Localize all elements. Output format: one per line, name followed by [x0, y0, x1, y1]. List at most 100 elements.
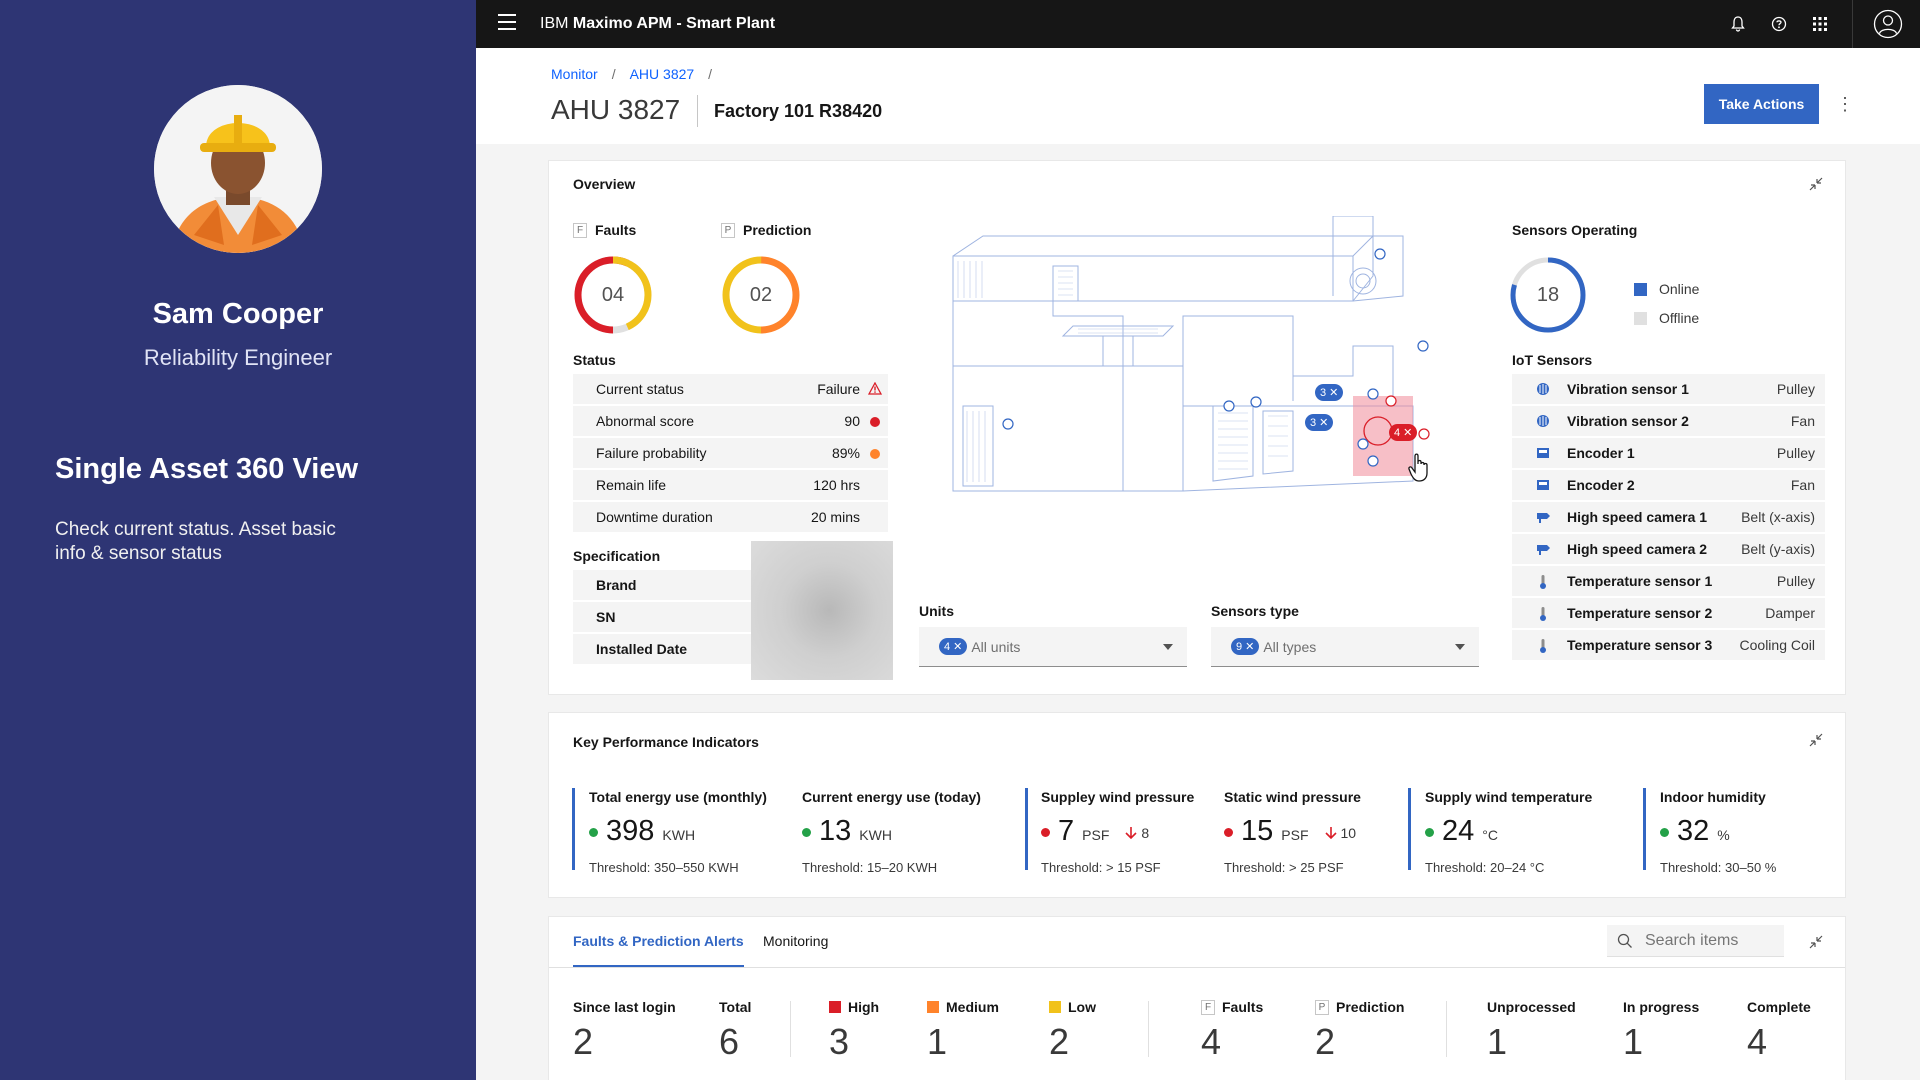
alert-stat: Low 2 [1049, 999, 1096, 1063]
sensors-type-chip-count: 9 [1236, 640, 1243, 653]
status-row: Downtime duration 20 mins [573, 502, 888, 532]
sensors-type-chip[interactable]: 9 ✕ [1231, 638, 1260, 655]
kpi-threshold: Threshold: 15–20 KWH [802, 860, 938, 875]
model-badge[interactable]: 3 ✕ [1305, 414, 1334, 431]
alert-stat: In progress 1 [1623, 999, 1699, 1063]
alert-stat: High 3 [829, 999, 879, 1063]
sensors-type-select[interactable]: 9 ✕ All types [1211, 627, 1479, 667]
persona-panel: Sam Cooper Reliability Engineer Single A… [0, 0, 476, 1080]
breadcrumb: Monitor / AHU 3827 / [551, 66, 712, 82]
legend-online-swatch [1634, 282, 1647, 296]
chevron-down-icon [1455, 644, 1465, 650]
severity-swatch [927, 1001, 939, 1013]
iot-sensor-row[interactable]: Encoder 1 Pulley [1512, 438, 1825, 468]
help-icon[interactable] [1767, 12, 1791, 36]
status-key: Downtime duration [596, 509, 713, 525]
thermometer-icon [1536, 638, 1550, 653]
iot-sensor-row[interactable]: Vibration sensor 2 Fan [1512, 406, 1825, 436]
status-row: Remain life 120 hrs [573, 470, 888, 500]
iot-sensor-row[interactable]: Temperature sensor 1 Pulley [1512, 566, 1825, 596]
legend-offline-label: Offline [1659, 310, 1700, 326]
stat-label-row: Unprocessed [1487, 999, 1576, 1015]
iot-sensors-title: IoT Sensors [1512, 352, 1593, 368]
kpi-unit: KWH [859, 827, 892, 843]
stat-value: 2 [573, 1021, 594, 1062]
specification-title: Specification [573, 548, 661, 564]
kpi-threshold: Threshold: 20–24 °C [1425, 860, 1545, 875]
status-key: Abnormal score [596, 413, 695, 429]
model-badge-alert[interactable]: 4 ✕ [1389, 424, 1418, 441]
stat-label: Low [1068, 999, 1096, 1015]
overview-title: Overview [573, 176, 636, 192]
faults-donut: 04 [573, 255, 653, 335]
page-title: AHU 3827 [551, 94, 681, 125]
breadcrumb-monitor[interactable]: Monitor [551, 66, 598, 82]
stat-label: Prediction [1336, 999, 1405, 1015]
stat-label: Faults [1222, 999, 1264, 1015]
app-switcher-icon[interactable] [1808, 12, 1832, 36]
kpi-status-dot [802, 828, 811, 837]
kpi-status-dot [1041, 828, 1050, 837]
spec-installed-date: Installed Date [573, 634, 758, 664]
tab-faults-prediction-alerts[interactable]: Faults & Prediction Alerts [573, 933, 744, 967]
breadcrumb-asset[interactable]: AHU 3827 [629, 66, 695, 82]
alert-stat: Total 6 [719, 999, 751, 1063]
avatar [154, 85, 322, 253]
status-value: Failure [817, 381, 860, 397]
search-input[interactable] [1607, 925, 1784, 957]
kpi-threshold: Threshold: > 25 PSF [1224, 860, 1344, 875]
stat-value: 4 [1747, 1021, 1768, 1062]
status-row: Failure probability 89% [573, 438, 888, 468]
user-icon[interactable] [1872, 8, 1904, 40]
iot-sensor-row[interactable]: Temperature sensor 3 Cooling Coil [1512, 630, 1825, 660]
brand-name: IBM [540, 15, 569, 32]
iot-sensor-row[interactable]: Temperature sensor 2 Damper [1512, 598, 1825, 628]
encoder-icon [1536, 446, 1550, 460]
menu-icon[interactable] [498, 14, 516, 34]
warning-icon [867, 381, 883, 398]
stat-label-row: Low [1049, 999, 1096, 1015]
iot-sensor-row[interactable]: Encoder 2 Fan [1512, 470, 1825, 500]
sensors-operating-title: Sensors Operating [1512, 222, 1638, 238]
units-chip[interactable]: 4 ✕ [939, 638, 968, 655]
kpi-delta-value: 10 [1340, 825, 1357, 841]
iot-sensor-row[interactable]: High speed camera 2 Belt (y-axis) [1512, 534, 1825, 564]
minimize-icon[interactable] [1807, 731, 1825, 749]
status-value: 90 [844, 413, 860, 429]
faults-label-text: Faults [595, 222, 637, 238]
model-badge[interactable]: 3 ✕ [1315, 384, 1344, 401]
sensors-type-label: Sensors type [1211, 603, 1299, 619]
tab-monitoring[interactable]: Monitoring [763, 933, 829, 949]
kpi-value: 15 [1241, 815, 1274, 847]
minimize-icon[interactable] [1807, 933, 1825, 951]
kpi-status-dot [1660, 828, 1669, 837]
model-badge-count: 4 [1394, 426, 1401, 439]
kpi-delta-value: 8 [1141, 825, 1150, 841]
iot-sensor-row[interactable]: Vibration sensor 1 Pulley [1512, 374, 1825, 404]
kpi-item: Supply wind temperature 24 °C Threshold: 20… [1425, 789, 1592, 875]
units-select[interactable]: 4 ✕ All units [919, 627, 1187, 667]
stats-divider [1446, 1001, 1447, 1057]
kpi-item: Indoor humidity 32% Threshold: 30–50 % [1660, 789, 1776, 875]
notification-icon[interactable] [1726, 12, 1750, 36]
asset-3d-model[interactable]: 3 ✕ 3 ✕ 4 ✕ [933, 215, 1463, 511]
kpi-item: Static wind pressure 15 PSF 10 Threshold: > … [1224, 789, 1361, 875]
minimize-icon[interactable] [1807, 175, 1825, 193]
iot-sensor-row[interactable]: High speed camera 1 Belt (x-axis) [1512, 502, 1825, 532]
faults-tag: F [573, 222, 587, 238]
take-actions-button[interactable]: Take Actions [1704, 84, 1819, 124]
persona-name: Sam Cooper [152, 298, 324, 330]
kpi-threshold: Threshold: 30–50 % [1660, 860, 1777, 875]
stat-label-row: Since last login [573, 999, 676, 1015]
legend-online-label: Online [1659, 281, 1700, 297]
kpi-value: 398 [606, 815, 655, 847]
stat-label-row: In progress [1623, 999, 1699, 1015]
sensor-name: High speed camera 1 [1567, 509, 1708, 525]
overflow-menu-icon[interactable]: ⋮ [1836, 94, 1854, 114]
stat-value: 3 [829, 1021, 850, 1062]
kpi-value-row: 15 PSF 10 [1224, 815, 1361, 848]
kpi-value-row: 7 PSF 8 [1041, 815, 1194, 848]
kpi-value-row: 32% [1660, 815, 1776, 848]
sensor-location: Damper [1765, 605, 1815, 621]
stat-label: In progress [1623, 999, 1700, 1015]
